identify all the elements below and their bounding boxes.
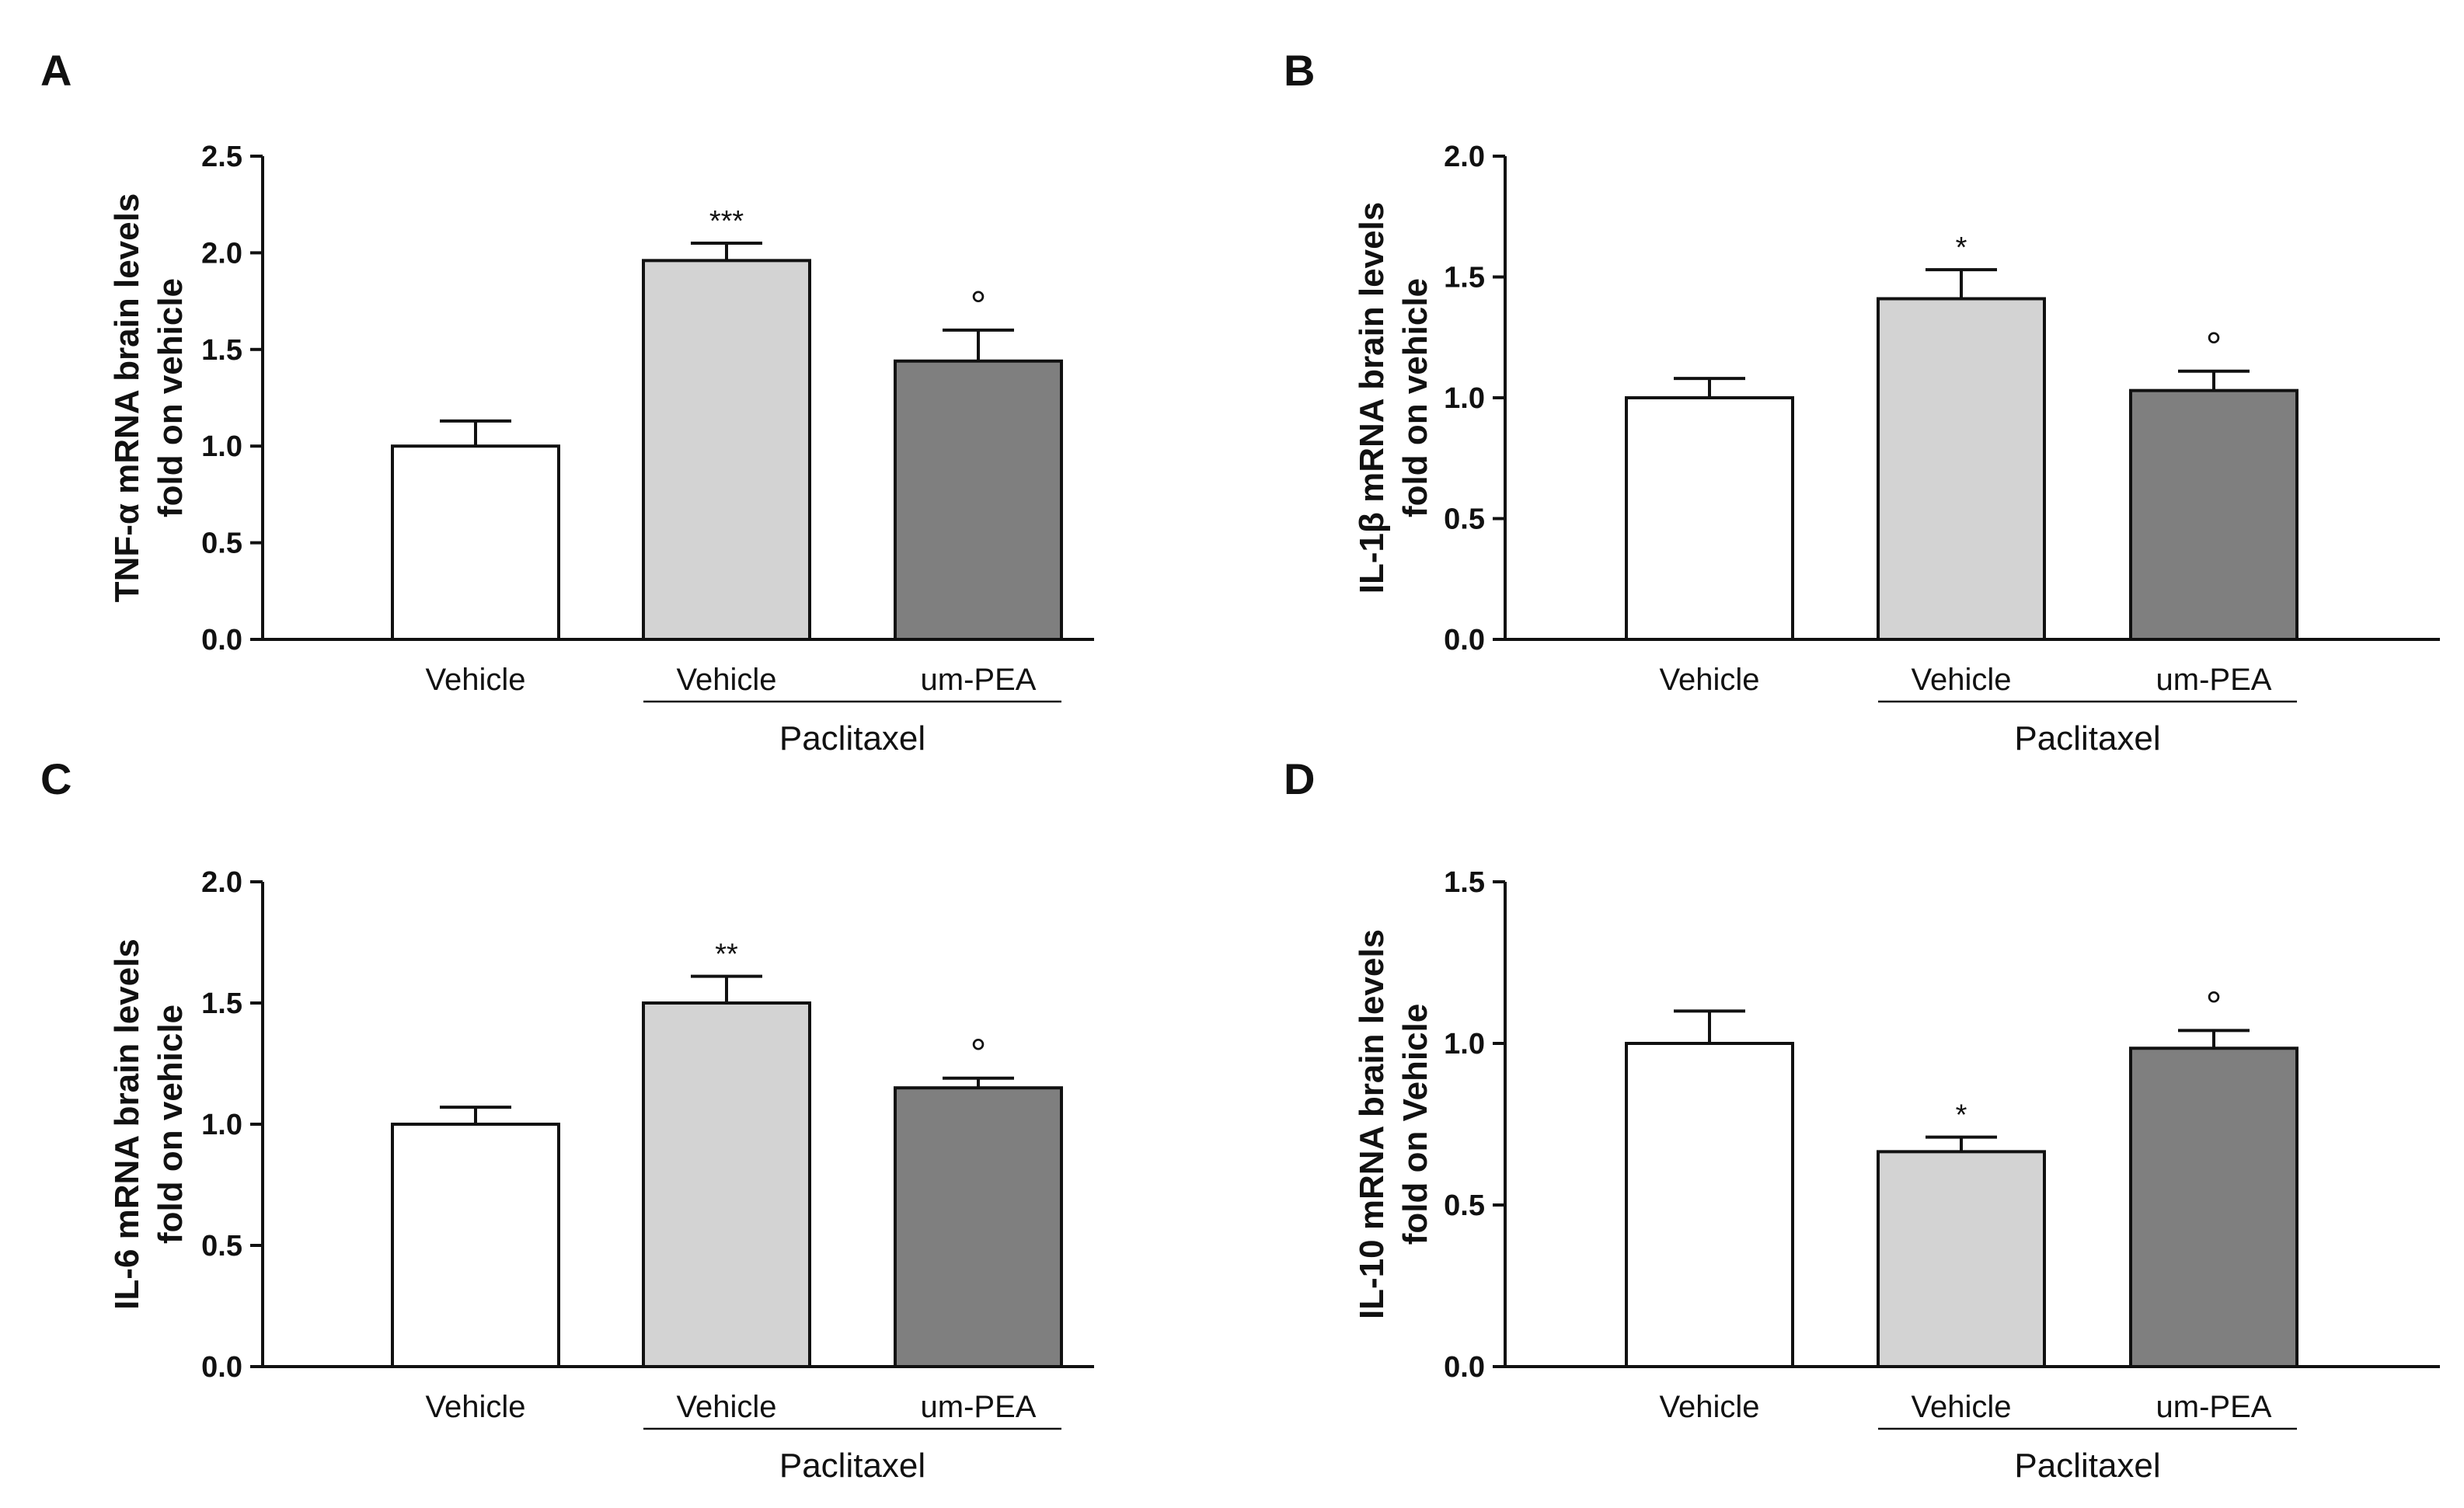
significance-marker: ° bbox=[971, 1032, 987, 1077]
y-axis-label-line: TNF-α mRNA brain levels bbox=[108, 193, 146, 603]
panel-a: A TNF-α mRNA brain levels fold on vehicle 0… bbox=[40, 46, 1094, 757]
y-axis-label-line: fold on vehicle bbox=[152, 1005, 190, 1244]
x-category-label: Vehicle bbox=[426, 663, 526, 697]
bar-3 bbox=[2129, 1047, 2298, 1368]
significance-marker: ° bbox=[2206, 325, 2222, 370]
y-axis-label-line: fold on vehicle bbox=[152, 278, 190, 517]
y-axis-label: IL-10 mRNA brain levels fold on Vehicle bbox=[1353, 929, 1434, 1319]
significance-marker: ° bbox=[971, 284, 987, 329]
y-tick-label: 0.0 bbox=[1444, 624, 1485, 656]
bar-1 bbox=[391, 1123, 560, 1368]
x-category-label: Vehicle bbox=[677, 1390, 777, 1424]
x-category-label: um-PEA bbox=[921, 663, 1037, 697]
bar-2 bbox=[1877, 1150, 2046, 1368]
y-tick-label: 2.0 bbox=[1444, 141, 1485, 173]
x-category-label: um-PEA bbox=[2156, 663, 2272, 697]
x-category-label: Vehicle bbox=[1912, 1390, 2012, 1424]
x-category-label: um-PEA bbox=[921, 1390, 1037, 1424]
y-tick-label: 1.5 bbox=[201, 334, 242, 367]
y-tick-label: 0.0 bbox=[201, 1351, 242, 1384]
group-label: Paclitaxel bbox=[779, 1447, 925, 1485]
bar-3 bbox=[894, 359, 1063, 641]
panel-letter: A bbox=[40, 46, 71, 95]
y-tick-label: 2.0 bbox=[201, 237, 242, 270]
bar-2 bbox=[642, 1001, 811, 1368]
bar-1 bbox=[1625, 396, 1794, 641]
y-tick-label: 0.5 bbox=[1444, 1189, 1485, 1222]
y-axis-label-line: fold on vehicle bbox=[1396, 278, 1434, 517]
significance-marker: *** bbox=[709, 205, 744, 238]
bar-1 bbox=[391, 444, 560, 642]
y-tick-label: 0.5 bbox=[1444, 503, 1485, 536]
bar-3 bbox=[2129, 388, 2298, 641]
x-category-label: um-PEA bbox=[2156, 1390, 2272, 1424]
y-axis-label: TNF-α mRNA brain levels fold on vehicle bbox=[108, 193, 190, 603]
x-category-label: Vehicle bbox=[426, 1390, 526, 1424]
y-tick-label: 0.5 bbox=[201, 528, 242, 560]
y-tick-label: 1.5 bbox=[201, 987, 242, 1020]
y-tick-label: 0.0 bbox=[201, 624, 242, 656]
x-category-label: Vehicle bbox=[1660, 1390, 1760, 1424]
bar-3 bbox=[894, 1086, 1063, 1368]
x-category-label: Vehicle bbox=[1912, 663, 2012, 697]
panel-b: B IL-1β mRNA brain levels fold on vehicle 0… bbox=[1284, 46, 2440, 757]
y-axis-label-line: IL-1β mRNA brain levels bbox=[1353, 202, 1391, 594]
y-tick-label: 1.5 bbox=[1444, 262, 1485, 294]
group-label: Paclitaxel bbox=[779, 719, 925, 757]
y-tick-label: 1.0 bbox=[201, 1109, 242, 1141]
y-axis-label: IL-6 mRNA brain levels fold on vehicle bbox=[108, 939, 190, 1310]
significance-marker: ° bbox=[2206, 984, 2222, 1029]
panel-letter: B bbox=[1284, 46, 1315, 95]
significance-marker: ** bbox=[715, 939, 738, 971]
bar-2 bbox=[642, 259, 811, 641]
significance-marker: * bbox=[1956, 1099, 1967, 1132]
panel-c: C IL-6 mRNA brain levels fold on vehicle 0.… bbox=[40, 754, 1094, 1485]
x-category-label: Vehicle bbox=[1660, 663, 1760, 697]
y-axis-label-line: IL-6 mRNA brain levels bbox=[108, 939, 146, 1310]
y-tick-label: 2.5 bbox=[201, 141, 242, 173]
y-axis-label-line: fold on Vehicle bbox=[1396, 1004, 1434, 1245]
panel-letter: C bbox=[40, 754, 71, 803]
y-tick-label: 1.0 bbox=[1444, 1028, 1485, 1060]
group-label: Paclitaxel bbox=[2014, 1447, 2160, 1485]
significance-marker: * bbox=[1956, 232, 1967, 264]
y-tick-label: 0.0 bbox=[1444, 1351, 1485, 1384]
group-label: Paclitaxel bbox=[2014, 719, 2160, 757]
panel-letter: D bbox=[1284, 754, 1315, 803]
y-axis-label: IL-1β mRNA brain levels fold on vehicle bbox=[1353, 202, 1434, 594]
y-tick-label: 1.0 bbox=[201, 430, 242, 463]
y-tick-label: 2.0 bbox=[201, 866, 242, 899]
bar-2 bbox=[1877, 297, 2046, 641]
y-tick-label: 1.0 bbox=[1444, 382, 1485, 415]
panel-d: D IL-10 mRNA brain levels fold on Vehicle 0… bbox=[1284, 754, 2440, 1485]
bar-1 bbox=[1625, 1042, 1794, 1368]
y-tick-label: 1.5 bbox=[1444, 866, 1485, 899]
y-tick-label: 0.5 bbox=[201, 1230, 242, 1262]
y-axis-label-line: IL-10 mRNA brain levels bbox=[1353, 929, 1391, 1319]
x-category-label: Vehicle bbox=[677, 663, 777, 697]
